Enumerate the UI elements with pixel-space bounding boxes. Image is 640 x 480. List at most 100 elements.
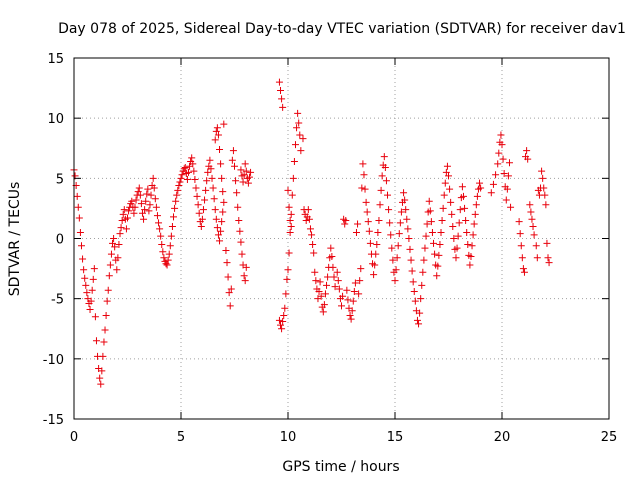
data-point — [228, 156, 236, 164]
data-point — [237, 238, 245, 246]
data-point — [422, 232, 430, 240]
data-point — [208, 174, 216, 182]
data-point — [386, 219, 394, 227]
data-point — [397, 208, 405, 216]
data-point — [288, 191, 296, 199]
data-point — [402, 206, 410, 214]
data-point — [389, 256, 397, 264]
data-point — [440, 191, 448, 199]
data-point — [82, 281, 90, 289]
data-point — [442, 168, 450, 176]
data-point — [96, 374, 104, 382]
data-point — [329, 263, 337, 271]
x-tick-label: 15 — [387, 430, 404, 445]
data-point — [407, 256, 415, 264]
data-point — [130, 209, 138, 217]
data-point — [524, 155, 532, 163]
data-point — [533, 254, 541, 262]
data-point — [197, 222, 205, 230]
data-point — [385, 206, 393, 214]
data-point — [138, 209, 146, 217]
data-point — [310, 249, 318, 257]
data-point — [194, 201, 202, 209]
data-point — [226, 302, 234, 310]
data-point — [174, 186, 182, 194]
data-point — [438, 216, 446, 224]
data-point — [140, 215, 148, 223]
data-point — [144, 185, 152, 193]
data-point — [214, 131, 222, 139]
data-point — [191, 176, 199, 184]
data-point — [436, 241, 444, 249]
data-point — [119, 210, 127, 218]
data-point — [492, 171, 500, 179]
data-point — [413, 316, 421, 324]
data-point — [418, 281, 426, 289]
data-point — [545, 259, 553, 267]
data-point — [275, 316, 283, 324]
data-point — [280, 312, 288, 320]
data-point — [305, 215, 313, 223]
data-point — [392, 266, 400, 274]
data-point — [74, 203, 82, 211]
data-point — [532, 242, 540, 250]
data-point — [195, 209, 203, 217]
data-point — [306, 225, 314, 233]
data-point — [235, 216, 243, 224]
data-point — [218, 218, 226, 226]
data-point — [354, 220, 362, 228]
data-point — [359, 160, 367, 168]
data-point — [419, 268, 427, 276]
data-point — [452, 254, 460, 262]
data-point — [100, 338, 108, 346]
data-point — [378, 172, 386, 180]
data-point — [470, 220, 478, 228]
data-point — [247, 168, 255, 176]
data-point — [437, 228, 445, 236]
data-point — [494, 160, 502, 168]
data-point — [105, 272, 113, 280]
x-tick-label: 20 — [494, 430, 511, 445]
data-point — [365, 227, 373, 235]
data-point — [219, 208, 227, 216]
data-point — [216, 145, 224, 153]
data-point — [149, 174, 157, 182]
data-point — [316, 278, 324, 286]
data-point — [499, 155, 507, 163]
data-point — [446, 185, 454, 193]
data-point — [458, 183, 466, 191]
data-point — [454, 232, 462, 240]
data-point — [244, 179, 252, 187]
data-point — [374, 228, 382, 236]
data-point — [137, 200, 145, 208]
data-point — [237, 166, 245, 174]
data-point — [184, 168, 192, 176]
data-point — [224, 273, 232, 281]
data-point — [453, 244, 461, 252]
data-point — [125, 207, 133, 215]
y-tick-label: 15 — [47, 52, 64, 67]
data-point — [233, 189, 241, 197]
data-point — [343, 286, 351, 294]
data-point — [366, 239, 374, 247]
data-point — [342, 216, 350, 224]
data-point — [204, 168, 212, 176]
data-point — [286, 228, 294, 236]
data-point — [132, 196, 140, 204]
y-tick-label: 0 — [56, 233, 64, 248]
data-point — [189, 160, 197, 168]
data-point — [107, 250, 115, 258]
data-point — [199, 206, 207, 214]
data-point — [158, 241, 166, 249]
data-point — [395, 230, 403, 238]
data-point — [333, 268, 341, 276]
data-points — [70, 78, 553, 388]
data-point — [334, 277, 342, 285]
data-point — [321, 290, 329, 298]
data-point — [542, 201, 550, 209]
data-point — [104, 286, 112, 294]
data-point — [202, 186, 210, 194]
data-point — [520, 268, 528, 276]
